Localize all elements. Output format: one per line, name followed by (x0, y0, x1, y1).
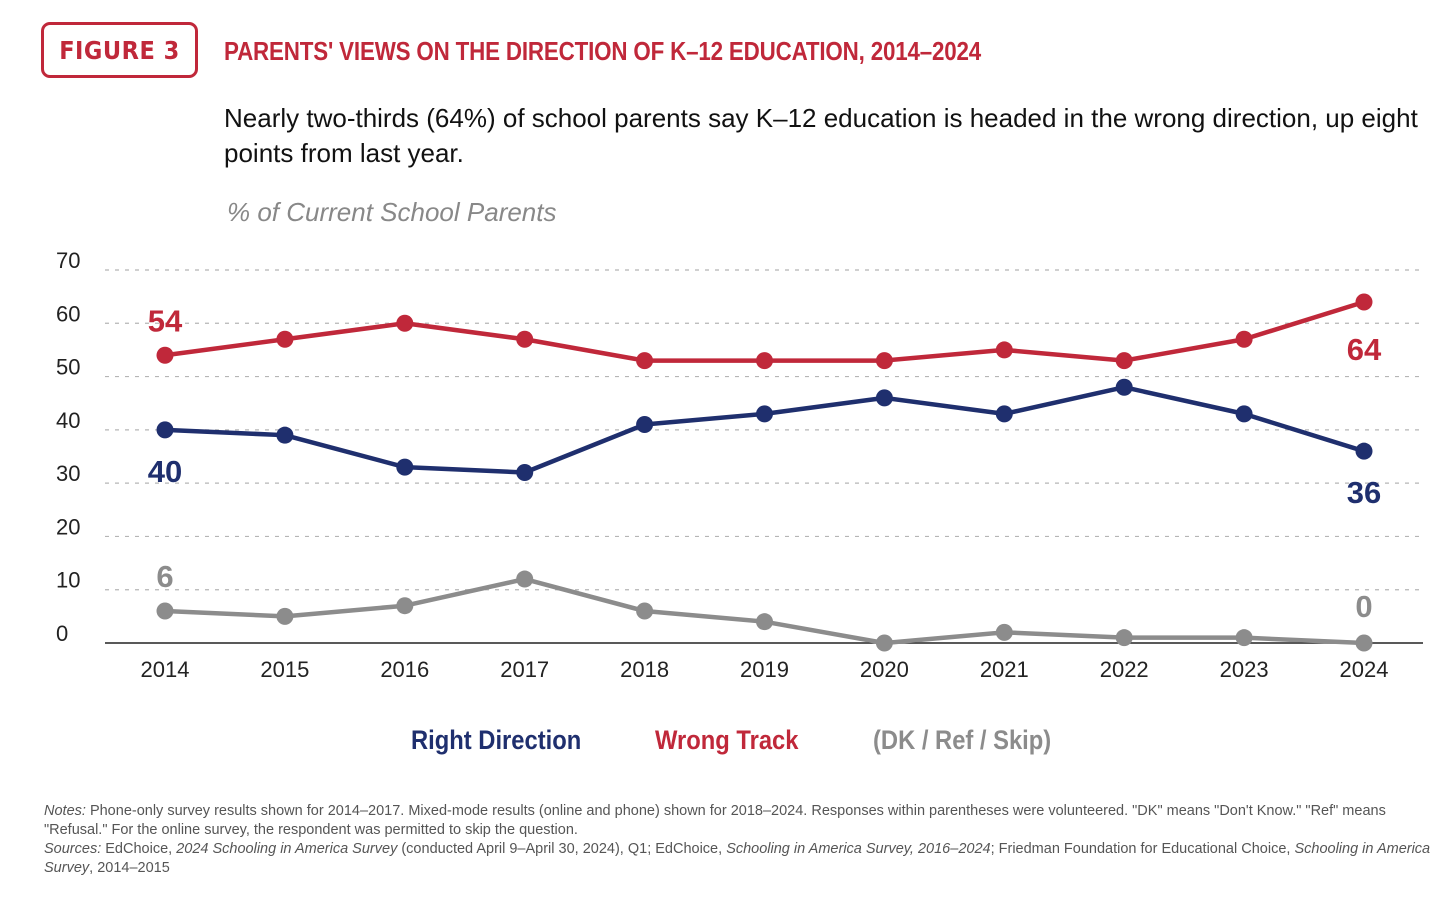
data-point-dk-ref-skip (636, 602, 654, 620)
data-point-right-direction (1235, 405, 1253, 423)
data-label-wrong-track-2014: 54 (148, 303, 183, 338)
data-point-dk-ref-skip (1235, 629, 1253, 647)
x-tick-label: 2018 (620, 657, 669, 682)
data-point-dk-ref-skip (1115, 629, 1133, 647)
series-line-dk-ref-skip (164, 576, 1365, 646)
data-point-right-direction (756, 405, 773, 423)
data-label-wrong-track-2024: 64 (1347, 332, 1382, 367)
data-label-right-direction-2024: 36 (1347, 475, 1381, 510)
data-label-right-direction-2014: 40 (148, 454, 182, 489)
sources-part-1: EdChoice, (101, 841, 177, 857)
data-point-dk-ref-skip (995, 623, 1013, 641)
data-point-wrong-track (516, 330, 534, 348)
data-point-wrong-track (995, 341, 1013, 359)
sources-part-3: (conducted April 9–April 30, 2024), Q1; … (397, 841, 727, 857)
sources-part-5: ; Friedman Foundation for Educational Ch… (990, 841, 1295, 857)
x-tick-label: 2016 (380, 657, 429, 682)
data-point-wrong-track (1235, 330, 1253, 348)
data-point-wrong-track (1355, 293, 1373, 311)
x-tick-label: 2017 (500, 657, 549, 682)
x-tick-label: 2014 (141, 657, 190, 682)
series-group (156, 293, 1373, 652)
y-tick-label: 60 (56, 301, 80, 326)
y-tick-label: 40 (56, 408, 80, 433)
data-point-wrong-track (756, 352, 773, 370)
data-point-wrong-track (156, 346, 174, 364)
figure-subtitle: Nearly two-thirds (64%) of school parent… (224, 103, 1418, 168)
figure-label: FIGURE 3 (41, 22, 198, 78)
data-point-right-direction (1355, 442, 1373, 460)
data-point-dk-ref-skip (516, 570, 534, 588)
series-line-wrong-track (164, 299, 1365, 363)
data-point-dk-ref-skip (756, 613, 773, 631)
x-tick-label: 2019 (740, 657, 789, 682)
x-tick-label: 2023 (1220, 657, 1269, 682)
series-wrong-track (156, 293, 1373, 370)
y-tick-label: 50 (56, 355, 80, 380)
y-axis-ticks: 0 10 20 30 40 50 60 70 (56, 248, 80, 646)
data-point-wrong-track (396, 314, 414, 332)
sources-part-2: 2024 Schooling in America Survey (176, 841, 398, 857)
notes-label: Notes: (44, 803, 86, 819)
data-point-dk-ref-skip (396, 597, 414, 615)
data-point-right-direction (396, 458, 414, 476)
data-point-right-direction (516, 463, 534, 481)
data-labels: 54 64 40 36 6 0 (148, 303, 1382, 624)
data-point-right-direction (276, 426, 294, 444)
data-point-right-direction (995, 405, 1013, 423)
legend-right-direction: Right Direction (411, 725, 582, 755)
y-tick-label: 0 (56, 621, 68, 646)
data-point-right-direction (156, 421, 174, 439)
legend-wrong-track: Wrong Track (655, 725, 799, 755)
notes-text: Phone-only survey results shown for 2014… (44, 803, 1386, 838)
legend: Right Direction Wrong Track (DK / Ref / … (0, 725, 1456, 761)
x-tick-label: 2021 (980, 657, 1029, 682)
data-point-wrong-track (875, 352, 893, 370)
gridlines (105, 269, 1423, 644)
y-tick-label: 30 (56, 461, 80, 486)
sources-label: Sources: (44, 841, 102, 857)
series-right-direction (156, 378, 1373, 481)
data-point-right-direction (1115, 378, 1133, 396)
sources-part-4: Schooling in America Survey, 2016–2024 (726, 841, 991, 857)
x-tick-label: 2024 (1340, 657, 1389, 682)
data-label-dk-ref-skip-2024: 0 (1355, 589, 1372, 624)
figure-title: PARENTS' VIEWS ON THE DIRECTION OF K–12 … (224, 36, 982, 66)
data-label-dk-ref-skip-2014: 6 (156, 559, 173, 594)
data-point-dk-ref-skip (276, 607, 294, 625)
series-line-right-direction (164, 384, 1365, 475)
x-tick-label: 2015 (260, 657, 309, 682)
data-point-dk-ref-skip (156, 602, 174, 620)
data-point-dk-ref-skip (1355, 634, 1373, 652)
y-tick-label: 10 (56, 568, 80, 593)
data-point-right-direction (636, 416, 654, 434)
x-tick-label: 2020 (860, 657, 909, 682)
y-tick-label: 20 (56, 514, 80, 539)
sources-part-6: Schooling in America Survey (44, 841, 1431, 876)
series-dk-ref-skip (156, 570, 1373, 652)
data-point-dk-ref-skip (875, 634, 893, 652)
y-tick-label: 70 (56, 248, 80, 273)
notes-paragraph: Notes: Phone-only survey results shown f… (44, 802, 1434, 840)
data-point-wrong-track (636, 352, 654, 370)
legend-dk-ref-skip: (DK / Ref / Skip) (873, 725, 1052, 755)
data-point-wrong-track (276, 330, 294, 348)
sources-paragraph: Sources: EdChoice, 2024 Schooling in Ame… (44, 840, 1434, 878)
x-tick-label: 2022 (1100, 657, 1149, 682)
data-point-wrong-track (1115, 352, 1133, 370)
y-unit-label: % of Current School Parents (227, 197, 557, 227)
x-axis-ticks: 2014 2015 2016 2017 2018 2019 2020 2021 2022 2023… (141, 657, 1389, 682)
sources-part-7: , 2014–2015 (89, 860, 170, 876)
footnotes: Notes: Phone-only survey results shown f… (44, 802, 1434, 878)
data-point-right-direction (875, 389, 893, 407)
